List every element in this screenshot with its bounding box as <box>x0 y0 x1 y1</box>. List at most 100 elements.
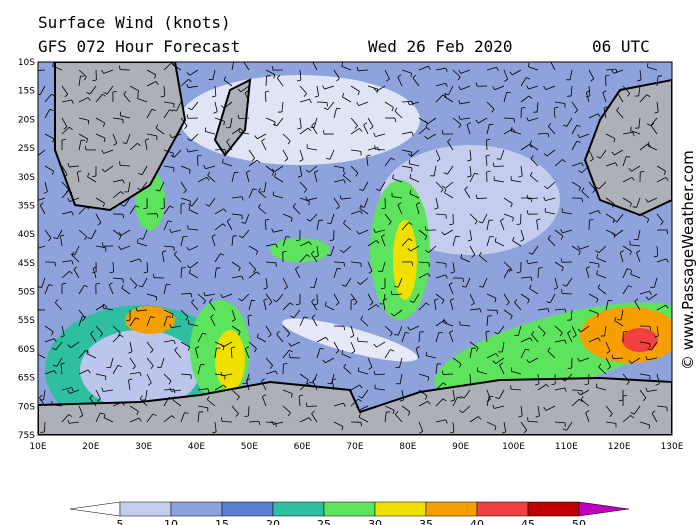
wind-barb-tick <box>288 342 292 347</box>
wind-barb <box>554 229 564 237</box>
wind-barb <box>226 220 233 231</box>
wind-barb <box>494 179 505 183</box>
wind-barb <box>214 208 224 215</box>
wind-barb <box>189 69 199 76</box>
wind-barb <box>435 261 446 264</box>
wind-barb <box>188 149 199 153</box>
wind-barb <box>435 213 446 216</box>
wind-barb-tick <box>52 62 54 67</box>
wind-barb-tick <box>578 251 581 256</box>
wind-barb <box>257 336 267 343</box>
wind-barb <box>95 412 101 423</box>
wind-barb-tick <box>528 252 533 255</box>
wind-barb-tick <box>71 251 75 256</box>
wind-barb <box>180 267 182 279</box>
wind-barb <box>449 300 454 311</box>
wind-barb-tick <box>271 228 274 233</box>
wind-barb-tick <box>581 187 585 192</box>
wind-barb <box>401 332 406 343</box>
wind-barb-tick <box>360 206 365 208</box>
wind-barb-tick <box>322 359 326 364</box>
wind-barb <box>247 316 250 327</box>
wind-barb-tick <box>237 88 242 93</box>
wind-barb-tick <box>49 108 54 111</box>
wind-barb-tick <box>122 142 127 144</box>
wind-barb-tick <box>290 217 293 222</box>
wind-barb <box>263 300 267 311</box>
wind-barb-tick <box>137 238 139 243</box>
wind-barb-tick <box>394 107 398 112</box>
wind-barb <box>547 181 556 189</box>
wind-barb-tick <box>172 109 177 112</box>
wind-barb <box>222 162 233 167</box>
wind-barb <box>180 117 188 127</box>
wind-barb-tick <box>60 362 65 365</box>
wind-barb-tick <box>427 273 431 277</box>
wind-barb <box>163 85 166 97</box>
wind-barb <box>264 219 267 231</box>
wind-barb <box>341 197 352 200</box>
wind-barb-tick <box>578 187 581 192</box>
wind-barb-tick <box>637 79 642 82</box>
wind-barb <box>401 238 410 247</box>
wind-barb-tick <box>551 383 556 386</box>
wind-barb <box>55 341 63 351</box>
wind-barb <box>41 277 46 288</box>
wind-barb-tick <box>71 387 74 392</box>
wind-barb-tick <box>544 185 548 189</box>
wind-barb <box>460 69 471 74</box>
wind-barb-tick <box>184 412 189 414</box>
wind-barb-tick <box>99 333 103 337</box>
wind-barb <box>226 141 233 151</box>
wind-barb-tick <box>614 316 617 321</box>
wind-barb <box>189 272 199 279</box>
wind-barb-tick <box>169 228 172 233</box>
wind-barb-tick <box>100 412 105 415</box>
wind-barb <box>401 389 405 400</box>
wind-barb <box>537 405 540 416</box>
wind-barb <box>545 85 556 91</box>
latitude-label: 65S <box>18 374 35 384</box>
wind-barb <box>159 181 165 192</box>
wind-barb-tick <box>499 362 504 366</box>
wind-barb-tick <box>526 259 529 264</box>
wind-barb <box>61 387 72 391</box>
wind-barb <box>112 277 123 280</box>
wind-barb-tick <box>411 101 414 106</box>
wind-barb <box>511 179 522 183</box>
wind-barb-tick <box>169 109 174 112</box>
wind-barb-tick <box>359 128 363 132</box>
wind-barb-tick <box>103 138 106 143</box>
wind-barb-tick <box>63 174 68 178</box>
wind-barb <box>350 117 358 126</box>
wind-barb <box>435 181 444 190</box>
wind-barb-tick <box>273 121 276 126</box>
wind-barb-tick <box>322 130 325 135</box>
wind-barb <box>571 162 582 167</box>
wind-barb-tick <box>443 172 448 175</box>
wind-barb <box>330 245 335 256</box>
wind-barb <box>569 69 573 80</box>
wind-barb <box>613 69 624 74</box>
wind-barb <box>78 369 89 375</box>
wind-barb-tick <box>311 250 315 255</box>
wind-barb <box>214 85 217 96</box>
wind-barb-tick <box>324 301 327 306</box>
wind-barb <box>144 140 148 151</box>
wind-barb <box>588 149 594 160</box>
wind-barb <box>588 210 599 215</box>
wind-barb <box>129 277 138 286</box>
wind-barb-tick <box>295 303 301 306</box>
wind-barb-tick <box>101 242 104 247</box>
wind-barb-tick <box>90 330 94 334</box>
wind-barb <box>163 205 171 215</box>
wind-barb <box>314 172 318 183</box>
wind-barb-tick <box>577 357 580 362</box>
wind-barb <box>61 85 69 95</box>
wind-barb-tick <box>353 301 358 306</box>
wind-barb <box>376 85 386 92</box>
wind-barb-tick <box>341 349 344 355</box>
wind-barb <box>537 132 549 135</box>
wind-barb <box>248 261 256 270</box>
wind-barb-tick <box>54 338 57 343</box>
